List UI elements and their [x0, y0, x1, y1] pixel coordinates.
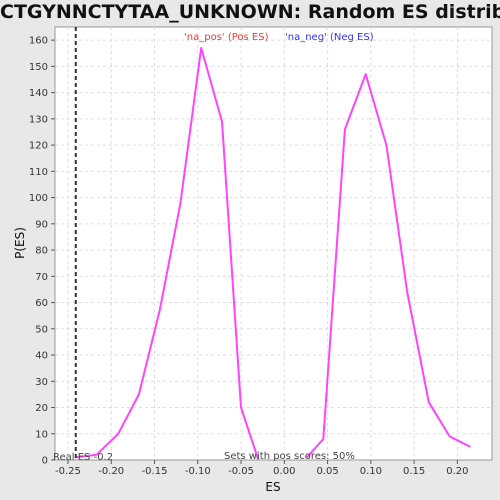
- y-tick-label: 40: [35, 351, 48, 362]
- y-tick-label: 140: [29, 88, 48, 99]
- x-tick-label: -0.15: [142, 466, 168, 477]
- x-tick-label: -0.10: [185, 466, 211, 477]
- pos-scores-annotation: Sets with pos scores: 50%: [224, 451, 355, 462]
- y-tick-label: 100: [29, 193, 48, 204]
- x-tick-label: 0.15: [403, 466, 425, 477]
- plot-area: [54, 26, 493, 461]
- y-tick-label: 30: [35, 377, 48, 388]
- y-tick-label: 130: [29, 114, 48, 125]
- chart-title: CTGYNNCTYTAA_UNKNOWN: Random ES distribu…: [0, 1, 500, 23]
- x-tick-label: 0.10: [360, 466, 382, 477]
- real-es-label: Real ES -0.2: [53, 452, 113, 463]
- x-tick-label: 0.00: [273, 466, 295, 477]
- y-tick-label: 50: [35, 324, 48, 335]
- y-tick-label: 60: [35, 298, 48, 309]
- pos-es-line: [75, 47, 260, 461]
- x-axis-label: ES: [265, 480, 280, 494]
- y-axis-label: P(ES): [13, 227, 27, 259]
- y-tick-label: 80: [35, 246, 48, 257]
- y-tick-label: 160: [29, 36, 48, 47]
- y-tick-label: 150: [29, 62, 48, 73]
- x-axis-ticks: -0.25 -0.20 -0.15 -0.10 -0.05 0.00 0.05 0.10 0.1…: [55, 460, 469, 477]
- x-tick-label: 0.05: [316, 466, 338, 477]
- y-axis-ticks: 0 10 20 30 40 50 60 70 80 90 100 110 120 130 140 150 160: [29, 36, 55, 467]
- x-tick-label: -0.20: [98, 466, 124, 477]
- neg-es-line: [306, 73, 471, 459]
- y-tick-label: 20: [35, 403, 48, 414]
- y-tick-label: 120: [29, 141, 48, 152]
- legend-neg: 'na_neg' (Neg ES): [285, 32, 374, 43]
- series-lines: [75, 47, 471, 461]
- legend-pos: 'na_pos' (Pos ES): [184, 32, 269, 43]
- y-tick-label: 70: [35, 272, 48, 283]
- y-tick-label: 110: [29, 167, 48, 178]
- grid: [55, 27, 492, 460]
- x-tick-label: -0.25: [55, 466, 81, 477]
- x-tick-label: 0.20: [446, 466, 468, 477]
- x-tick-label: -0.05: [228, 466, 254, 477]
- y-tick-label: 90: [35, 219, 48, 230]
- y-tick-label: 0: [42, 456, 48, 467]
- y-tick-label: 10: [35, 429, 48, 440]
